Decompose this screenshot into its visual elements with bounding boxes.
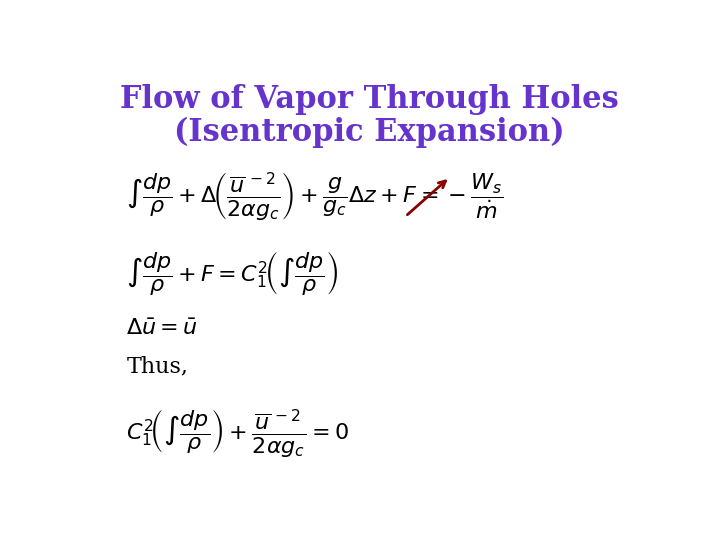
Text: (Isentropic Expansion): (Isentropic Expansion) xyxy=(174,117,564,148)
Text: $\Delta\bar{u}=\bar{u}$: $\Delta\bar{u}=\bar{u}$ xyxy=(126,318,198,340)
Text: $C_1^2\!\left(\int\dfrac{dp}{\rho}\right)+\dfrac{\overline{u}^{\,-2}}{2\alpha g_: $C_1^2\!\left(\int\dfrac{dp}{\rho}\right… xyxy=(126,407,349,459)
Text: Flow of Vapor Through Holes: Flow of Vapor Through Holes xyxy=(120,84,618,114)
Text: $\int\dfrac{dp}{\rho}+F=C_1^2\!\left(\int\dfrac{dp}{\rho}\right)$: $\int\dfrac{dp}{\rho}+F=C_1^2\!\left(\in… xyxy=(126,249,339,296)
Text: Thus,: Thus, xyxy=(126,355,188,377)
Text: $\int\dfrac{dp}{\rho}+\Delta\!\left(\dfrac{\overline{u}^{\,-2}}{2\alpha g_c}\rig: $\int\dfrac{dp}{\rho}+\Delta\!\left(\dfr… xyxy=(126,170,503,222)
